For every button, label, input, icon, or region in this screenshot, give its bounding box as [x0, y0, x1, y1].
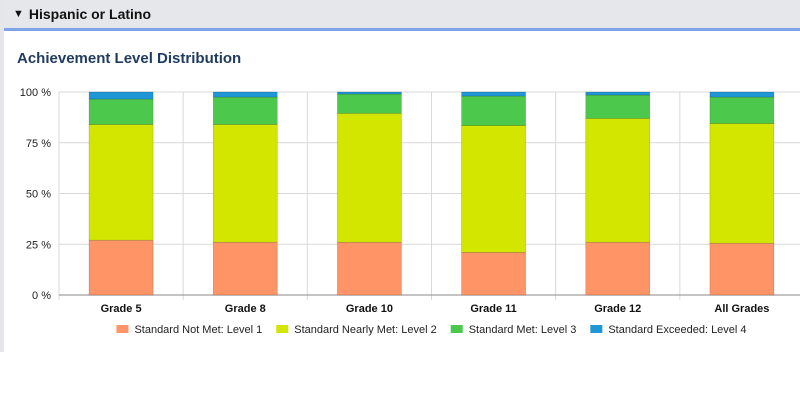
- bar-segment: [337, 93, 402, 114]
- y-tick-label: 50 %: [26, 189, 51, 201]
- y-tick-label: 25 %: [26, 239, 51, 251]
- bar-segment: [212, 96, 278, 125]
- legend-label: Standard Exceeded: Level 4: [608, 324, 746, 336]
- bar-segment: [337, 91, 402, 95]
- legend-label: Standard Met: Level 3: [469, 324, 577, 336]
- bar-segment: [337, 113, 402, 243]
- bar-segment: [337, 241, 402, 296]
- y-tick-label: 100 %: [20, 87, 51, 99]
- legend-swatch: [276, 325, 289, 333]
- bar-segment: [585, 94, 651, 119]
- bar-segment: [709, 91, 775, 98]
- section-header-toggle[interactable]: ▼ Hispanic or Latino: [4, 0, 800, 31]
- bar-segment: [88, 91, 154, 100]
- legend-swatch: [590, 325, 603, 333]
- bar-segment: [212, 91, 278, 98]
- stacked-bar-chart: 0 % 25 % 50 % 75 % 100 % Grade 5 Grade 8 Grade …: [20, 87, 800, 336]
- bar-segment: [88, 98, 154, 125]
- y-tick-label: 0 %: [32, 290, 51, 302]
- bar-segment: [88, 124, 154, 241]
- bar-segment: [461, 252, 526, 296]
- bar-segment: [88, 239, 154, 296]
- category-label: Grade 11: [470, 303, 516, 315]
- legend-swatch: [116, 325, 129, 333]
- legend-label: Standard Not Met: Level 1: [134, 324, 262, 336]
- bar-segment: [709, 96, 775, 124]
- legend-swatch: [450, 325, 463, 333]
- category-label: Grade 12: [594, 303, 641, 315]
- results-panel: ▼ Hispanic or Latino Achievement Level D…: [0, 0, 800, 352]
- category-label: Grade 8: [225, 303, 266, 315]
- section-title: Hispanic or Latino: [28, 6, 152, 22]
- chart-title: Achievement Level Distribution: [17, 50, 242, 67]
- legend-label: Standard Nearly Met: Level 2: [294, 324, 436, 336]
- bar-segment: [212, 124, 278, 243]
- collapse-triangle-icon: ▼: [13, 8, 24, 20]
- category-label: Grade 10: [346, 303, 393, 315]
- y-tick-label: 75 %: [26, 138, 51, 150]
- category-label: All Grades: [714, 303, 769, 315]
- bar-segment: [709, 242, 775, 296]
- bar-segment: [461, 95, 526, 126]
- bar-segment: [461, 91, 526, 97]
- category-label: Grade 5: [101, 303, 142, 315]
- bar-segment: [585, 118, 651, 243]
- bar-segment: [585, 241, 651, 296]
- bar-segment: [212, 241, 278, 296]
- bar-segment: [709, 123, 775, 244]
- bar-segment: [585, 91, 651, 96]
- bar-segment: [461, 125, 526, 253]
